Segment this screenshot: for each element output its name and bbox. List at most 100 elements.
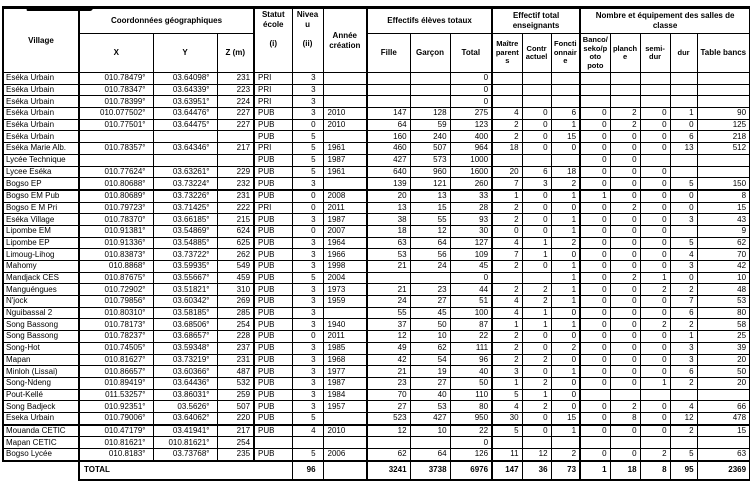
salles-dur-cell: 2 (669, 423, 698, 438)
salles-banco-cell: 0 (579, 153, 611, 167)
filles-cell (366, 436, 411, 449)
table-row: Nguibassal 2 010.80310° 03.58185° 285 PUB 3 55… (2, 306, 750, 320)
salles-dur-cell (669, 165, 698, 179)
salles-dur-cell: 13 (669, 142, 698, 155)
total-eleves-cell: 93 (449, 213, 493, 226)
fonctionnaires-cell: 1 (550, 260, 581, 273)
garcons-cell: 59 (409, 118, 451, 132)
village-cell: Eséka Urbain (2, 130, 80, 144)
coord-y-cell: 03.73226° (152, 188, 218, 203)
coord-y-cell: 03.73219° (152, 353, 218, 367)
table-row: Bogso EM Pub 010.80689° 03.73226° 231 PUB 0 20… (2, 188, 750, 203)
salles-banco-cell: 0 (579, 330, 611, 343)
salles-semi-dur-cell: 0 (639, 411, 671, 426)
garcons-cell: 10 (409, 423, 451, 438)
salles-dur-cell (669, 83, 698, 97)
filles-total: 3241 (366, 459, 411, 481)
garcons-cell (409, 271, 451, 285)
coord-x-cell: 010.83873° (78, 248, 154, 261)
filles-cell (366, 95, 411, 109)
salles-banco-cell: 0 (579, 306, 611, 320)
fonctionnaires-cell: 1 (550, 118, 581, 132)
statut-cell: PUB (253, 318, 293, 332)
coord-x-cell: 010.80310° (78, 306, 154, 320)
coord-y-cell: 03.71425° (152, 201, 218, 215)
filles-cell: 18 (366, 224, 411, 238)
statut-cell: PUB (253, 177, 293, 191)
salles-planche-cell: 0 (609, 142, 641, 155)
coord-x-cell: 010.78370° (78, 213, 154, 226)
niveau-cell: 3 (291, 376, 324, 390)
salles-planche-cell: 0 (609, 248, 641, 261)
filles-cell: 24 (366, 295, 411, 308)
maitres-parents-cell: 30 (491, 411, 523, 426)
salles-semi-dur-cell: 1 (639, 271, 671, 285)
table-bancs-cell: 43 (696, 213, 750, 226)
total-eleves-cell: 126 (449, 447, 493, 462)
salles-banco-total: 1 (579, 459, 611, 481)
col-group-effectif-enseignants: Effectif total enseignants (491, 6, 581, 34)
niveau-cell: 0 (291, 188, 324, 203)
fonctionnaires-cell: 0 (550, 388, 581, 402)
fonctionnaires-cell: 1 (550, 213, 581, 226)
annee-creation-cell (322, 411, 368, 426)
coord-z-cell: 237 (216, 341, 255, 355)
total-eleves-cell: 0 (449, 83, 493, 97)
coord-x-cell: 010.8183° (78, 447, 154, 462)
niveau-cell: 4 (291, 423, 324, 438)
garcons-cell: 128 (409, 107, 451, 120)
coord-x-cell: 010.78357° (78, 142, 154, 155)
annee-creation-cell: 1968 (322, 353, 368, 367)
garcons-cell: 15 (409, 201, 451, 215)
coord-y-cell: 03.55667° (152, 271, 218, 285)
coord-y-cell: 03.64062° (152, 411, 218, 426)
village-cell: Limoug-Lihog (2, 248, 80, 261)
fonctionnaires-cell: 2 (550, 447, 581, 462)
maitres-parents-cell: 1 (491, 318, 523, 332)
coord-z-cell: 222 (216, 201, 255, 215)
contractuels-cell: 1 (521, 318, 552, 332)
coord-x-cell: 010.78479° (78, 72, 154, 85)
table-bancs-cell: 66 (696, 400, 750, 413)
salles-planche-cell: 0 (609, 306, 641, 320)
table-bancs-cell: 58 (696, 318, 750, 332)
salles-banco-cell: 0 (579, 353, 611, 367)
salles-planche-cell: 2 (609, 118, 641, 132)
annee-creation-cell: 1987 (322, 153, 368, 167)
coord-y-cell: 03.68657° (152, 330, 218, 343)
header-group-row: Village Coordonnées géographiques Statut… (2, 6, 750, 73)
salles-planche-cell: 0 (609, 165, 641, 179)
coord-y-cell: 03.64098° (152, 72, 218, 85)
coord-z-cell: 459 (216, 271, 255, 285)
village-cell: Eséka Village (2, 213, 80, 226)
coord-x-cell: 010.87675° (78, 271, 154, 285)
salles-banco-cell: 0 (579, 142, 611, 155)
coord-y-cell: 03.58185° (152, 306, 218, 320)
salles-dur-cell: 3 (669, 260, 698, 273)
annee-creation-cell (322, 177, 368, 191)
table-bancs-cell: 218 (696, 130, 750, 144)
annee-creation-cell (322, 95, 368, 109)
table-bancs-cell: 478 (696, 411, 750, 426)
statut-cell: PUB (253, 365, 293, 378)
contractuels-cell (521, 436, 552, 449)
table-bancs-cell (696, 72, 750, 85)
salles-banco-cell: 0 (579, 271, 611, 285)
village-cell: Eséka Urbain (2, 118, 80, 132)
salles-banco-cell: 0 (579, 213, 611, 226)
coord-z-cell: 224 (216, 95, 255, 109)
coord-z-cell: 254 (216, 318, 255, 332)
table-body: Eséka Urbain 010.78479° 03.64098° 231 PRI 3 0 E… (2, 72, 750, 481)
salles-dur-cell: 6 (669, 130, 698, 144)
contractuels-cell: 0 (521, 365, 552, 378)
salles-dur-cell: 0 (669, 201, 698, 215)
village-cell: Mouanda CETIC (2, 423, 80, 438)
salles-banco-cell: 0 (579, 260, 611, 273)
annee-creation-cell: 1964 (322, 236, 368, 250)
annee-creation-cell: 1959 (322, 295, 368, 308)
coord-x-cell: 010.74505° (78, 341, 154, 355)
maitres-parents-cell: 2 (491, 213, 523, 226)
statut-cell: PRI (253, 95, 293, 109)
maitres-parents-cell: 4 (491, 236, 523, 250)
table-row: Mapan 010.81627° 03.73219° 231 PUB 3 1968 42 54 9… (2, 353, 750, 367)
